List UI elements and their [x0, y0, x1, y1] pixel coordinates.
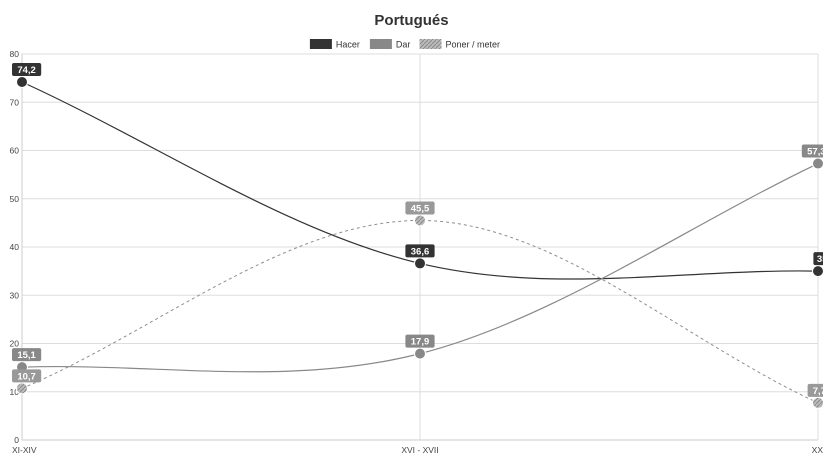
legend-label-hacer: Hacer: [336, 40, 360, 50]
y-tick-label: 50: [10, 194, 20, 204]
y-tick-label: 30: [10, 290, 20, 300]
legend-swatch-dar: [369, 39, 392, 49]
x-tick-label: XVI - XVII: [401, 445, 438, 455]
data-point-hacer: [812, 265, 823, 278]
y-tick-label: 40: [10, 242, 20, 252]
legend-label-poner-meter: Poner / meter: [446, 40, 501, 50]
data-point-dar: [414, 347, 426, 360]
data-label-poner-meter: 45,5: [411, 203, 430, 214]
y-tick-label: 0: [14, 435, 19, 445]
data-label-bg-poner-meter: [12, 369, 42, 383]
legend-label-dar: Dar: [396, 40, 411, 50]
y-tick-label: 80: [10, 49, 20, 59]
y-tick-label: 10: [10, 387, 20, 397]
data-label-hacer: 36,6: [411, 246, 430, 257]
legend-swatch-poner-meter: [419, 39, 442, 49]
y-tick-label: 20: [10, 339, 20, 349]
y-tick-label: 70: [10, 97, 20, 107]
data-label-dar: 15,1: [17, 350, 36, 361]
data-label-dar: 17,9: [411, 337, 430, 348]
data-label-bg-dar: [801, 144, 823, 158]
legend-swatch-hacer: [309, 39, 332, 49]
y-tick-label: 60: [10, 146, 20, 156]
data-label-bg-dar: [12, 348, 42, 362]
data-label-poner-meter: 10,7: [17, 371, 36, 382]
data-label-bg-hacer: [813, 252, 823, 266]
data-label-bg-hacer: [405, 244, 435, 258]
data-point-poner-meter: [414, 214, 426, 227]
data-point-hacer: [414, 257, 426, 270]
data-label-hacer: 35: [817, 254, 823, 265]
data-label-hacer: 74,2: [17, 65, 36, 76]
data-label-dar: 57,3: [807, 147, 823, 158]
data-point-poner-meter: [16, 382, 28, 395]
legend: Hacer Dar Poner / meter: [309, 39, 501, 50]
data-labels-group: 74,2 36,6 35 15,1 17,9 57,3 10,7 45,5 7,7: [12, 62, 823, 397]
series-line-poner-meter: [21, 219, 819, 404]
data-label-bg-poner-meter: [807, 383, 823, 397]
x-tick-label: XX: [812, 445, 823, 455]
data-point-hacer: [16, 75, 28, 88]
data-label-bg-poner-meter: [405, 201, 435, 215]
data-label-poner-meter: 7,7: [813, 386, 823, 397]
chart-title: Portugués: [374, 12, 448, 29]
data-point-poner-meter: [812, 396, 823, 409]
data-label-bg-hacer: [12, 62, 42, 76]
x-tick-label: XI-XIV: [12, 445, 37, 455]
data-label-bg-dar: [405, 334, 435, 348]
axes: 0 10 20 30 40 50 60 70 80 XI-XIV XVI - XVII XX: [10, 49, 823, 455]
data-point-dar: [812, 157, 823, 170]
